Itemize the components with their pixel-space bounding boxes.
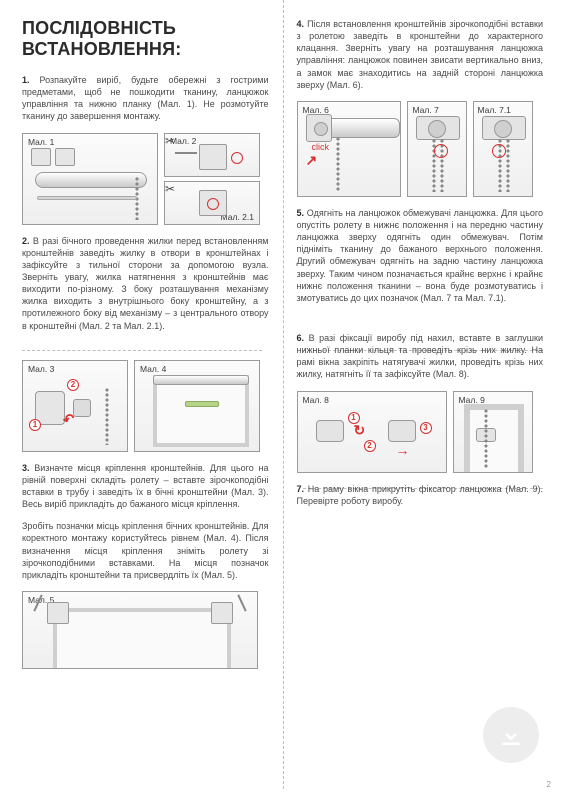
figure-7-1: Мал. 7.1 xyxy=(473,101,533,197)
step-7-text: 7. На раму вікна прикрутіть фіксатор лан… xyxy=(297,483,544,507)
fig-row-1: Мал. 1 Мал. 2 Мал. xyxy=(22,133,269,225)
step-3b-text: Зробіть позначки місць кріплення бічних … xyxy=(22,520,269,581)
fig-row-2: Мал. 3 2 1 ↶ Мал. 4 xyxy=(22,360,269,452)
step-4-text: 4. Після встановлення кронштейнів зірочк… xyxy=(297,18,544,91)
step-7-body: На раму вікна прикрутіть фіксатор ланцюж… xyxy=(297,484,544,506)
step-1-text: 1. Розпакуйте виріб, будьте обережні з г… xyxy=(22,74,269,123)
step-2-body: В разі бічного проведення жилки перед вс… xyxy=(22,236,269,331)
badge-2: 2 xyxy=(67,379,79,391)
step-3b-body: Зробіть позначки місць кріплення бічних … xyxy=(22,521,269,580)
step-7-num: 7. xyxy=(297,484,305,494)
step-5-text: 5. Одягніть на ланцюжок обмежувачі ланцю… xyxy=(297,207,544,304)
figure-9: Мал. 9 xyxy=(453,391,533,473)
step-6-text: 6. В разі фіксації виробу під нахил, вст… xyxy=(297,332,544,381)
step-1-num: 1. xyxy=(22,75,30,85)
step-3a-body: Визначте місця кріплення кронштейнів. Дл… xyxy=(22,463,269,509)
page-title: ПОСЛІДОВНІСТЬ ВСТАНОВЛЕННЯ: xyxy=(22,18,269,60)
instruction-page: ПОСЛІДОВНІСТЬ ВСТАНОВЛЕННЯ: 1. Розпакуйт… xyxy=(0,0,565,799)
figure-5: Мал. 5 xyxy=(22,591,258,669)
fig71-label: Мал. 7.1 xyxy=(476,104,513,116)
fig4-label: Мал. 4 xyxy=(138,363,168,375)
step-6-body: В разі фіксації виробу під нахил, вставт… xyxy=(297,333,544,379)
step-4-body: Після встановлення кронштейнів зірочкопо… xyxy=(297,19,544,90)
step-2-num: 2. xyxy=(22,236,30,246)
right-column: 4. Після встановлення кронштейнів зірочк… xyxy=(283,18,544,781)
step-3a-text: 3. Визначте місця кріплення кронштейнів.… xyxy=(22,462,269,511)
fig-row-3: Мал. 6 click ↗ Мал. 7 Мал xyxy=(297,101,544,197)
figure-4: Мал. 4 xyxy=(134,360,260,452)
step-2-text: 2. В разі бічного проведення жилки перед… xyxy=(22,235,269,332)
step-4-num: 4. xyxy=(297,19,305,29)
step-5-num: 5. xyxy=(297,208,305,218)
step-3-num: 3. xyxy=(22,463,30,473)
fig3-label: Мал. 3 xyxy=(26,363,56,375)
badge8-3: 3 xyxy=(420,422,432,434)
step-6-num: 6. xyxy=(297,333,305,343)
figure-8: Мал. 8 1 2 3 ↻ → xyxy=(297,391,447,473)
badge-1: 1 xyxy=(29,419,41,431)
figure-3: Мал. 3 2 1 ↶ xyxy=(22,360,128,452)
figure-1: Мал. 1 xyxy=(22,133,158,225)
fig8-label: Мал. 8 xyxy=(301,394,331,406)
figure-2: Мал. 2 xyxy=(164,133,260,177)
left-column: ПОСЛІДОВНІСТЬ ВСТАНОВЛЕННЯ: 1. Розпакуйт… xyxy=(22,18,283,781)
badge8-2: 2 xyxy=(364,440,376,452)
fig1-label: Мал. 1 xyxy=(26,136,56,148)
figure-6: Мал. 6 click ↗ xyxy=(297,101,401,197)
columns: ПОСЛІДОВНІСТЬ ВСТАНОВЛЕННЯ: 1. Розпакуйт… xyxy=(22,18,543,781)
fig7-label: Мал. 7 xyxy=(411,104,441,116)
watermark-icon xyxy=(483,707,539,763)
step-5-body: Одягніть на ланцюжок обмежувачі ланцюжка… xyxy=(297,208,544,303)
figure-2-1: Мал. 2.1 xyxy=(164,181,260,225)
click-label: click xyxy=(312,142,330,152)
step-1-body: Розпакуйте виріб, будьте обережні з гост… xyxy=(22,75,269,121)
figure-7: Мал. 7 xyxy=(407,101,467,197)
fig-row-4: Мал. 8 1 2 3 ↻ → Мал. 9 xyxy=(297,391,544,473)
page-number: 2 xyxy=(547,780,551,789)
